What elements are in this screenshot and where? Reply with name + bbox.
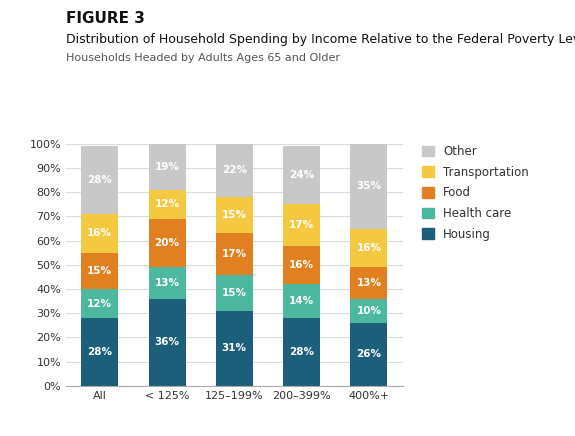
Bar — [350, 267, 388, 299]
Bar — [216, 144, 253, 197]
Bar — [148, 299, 186, 386]
Bar — [350, 144, 388, 228]
Bar — [81, 318, 118, 386]
Text: 22%: 22% — [222, 166, 247, 176]
Text: 17%: 17% — [222, 249, 247, 259]
Bar — [148, 267, 186, 299]
Bar — [283, 245, 320, 284]
Text: Distribution of Household Spending by Income Relative to the Federal Poverty Lev: Distribution of Household Spending by In… — [66, 33, 575, 46]
Bar — [350, 323, 388, 386]
Bar — [350, 299, 388, 323]
Text: 16%: 16% — [289, 260, 314, 270]
Text: 17%: 17% — [289, 220, 314, 230]
Text: 14%: 14% — [289, 296, 314, 306]
Text: 13%: 13% — [356, 278, 381, 288]
Bar — [81, 253, 118, 289]
Bar — [81, 289, 118, 318]
Bar — [148, 219, 186, 267]
Text: Households Headed by Adults Ages 65 and Older: Households Headed by Adults Ages 65 and … — [66, 53, 340, 63]
Bar — [283, 204, 320, 245]
Text: 31%: 31% — [222, 344, 247, 353]
Text: 15%: 15% — [222, 288, 247, 298]
Legend: Other, Transportation, Food, Health care, Housing: Other, Transportation, Food, Health care… — [422, 145, 529, 241]
Text: 16%: 16% — [87, 228, 112, 238]
Bar — [148, 144, 186, 190]
Bar — [283, 318, 320, 386]
Text: 10%: 10% — [356, 306, 381, 316]
Text: 20%: 20% — [155, 238, 179, 248]
Text: 13%: 13% — [155, 278, 179, 288]
Text: 12%: 12% — [87, 299, 112, 309]
Bar — [216, 197, 253, 233]
Text: 15%: 15% — [222, 210, 247, 220]
Text: FIGURE 3: FIGURE 3 — [66, 11, 145, 26]
Text: 15%: 15% — [87, 266, 112, 276]
Bar — [81, 146, 118, 214]
Text: 36%: 36% — [155, 337, 179, 347]
Text: 28%: 28% — [87, 347, 112, 357]
Bar — [148, 190, 186, 219]
Text: 28%: 28% — [87, 175, 112, 185]
Bar — [216, 233, 253, 275]
Bar — [81, 214, 118, 253]
Text: 19%: 19% — [155, 162, 179, 172]
Text: 26%: 26% — [356, 349, 381, 359]
Bar — [350, 228, 388, 267]
Text: 24%: 24% — [289, 170, 314, 181]
Text: 12%: 12% — [155, 199, 179, 209]
Bar — [283, 146, 320, 204]
Bar — [216, 275, 253, 311]
Text: 16%: 16% — [356, 243, 381, 253]
Text: 28%: 28% — [289, 347, 314, 357]
Bar — [283, 284, 320, 318]
Bar — [216, 311, 253, 386]
Text: 35%: 35% — [356, 181, 381, 191]
